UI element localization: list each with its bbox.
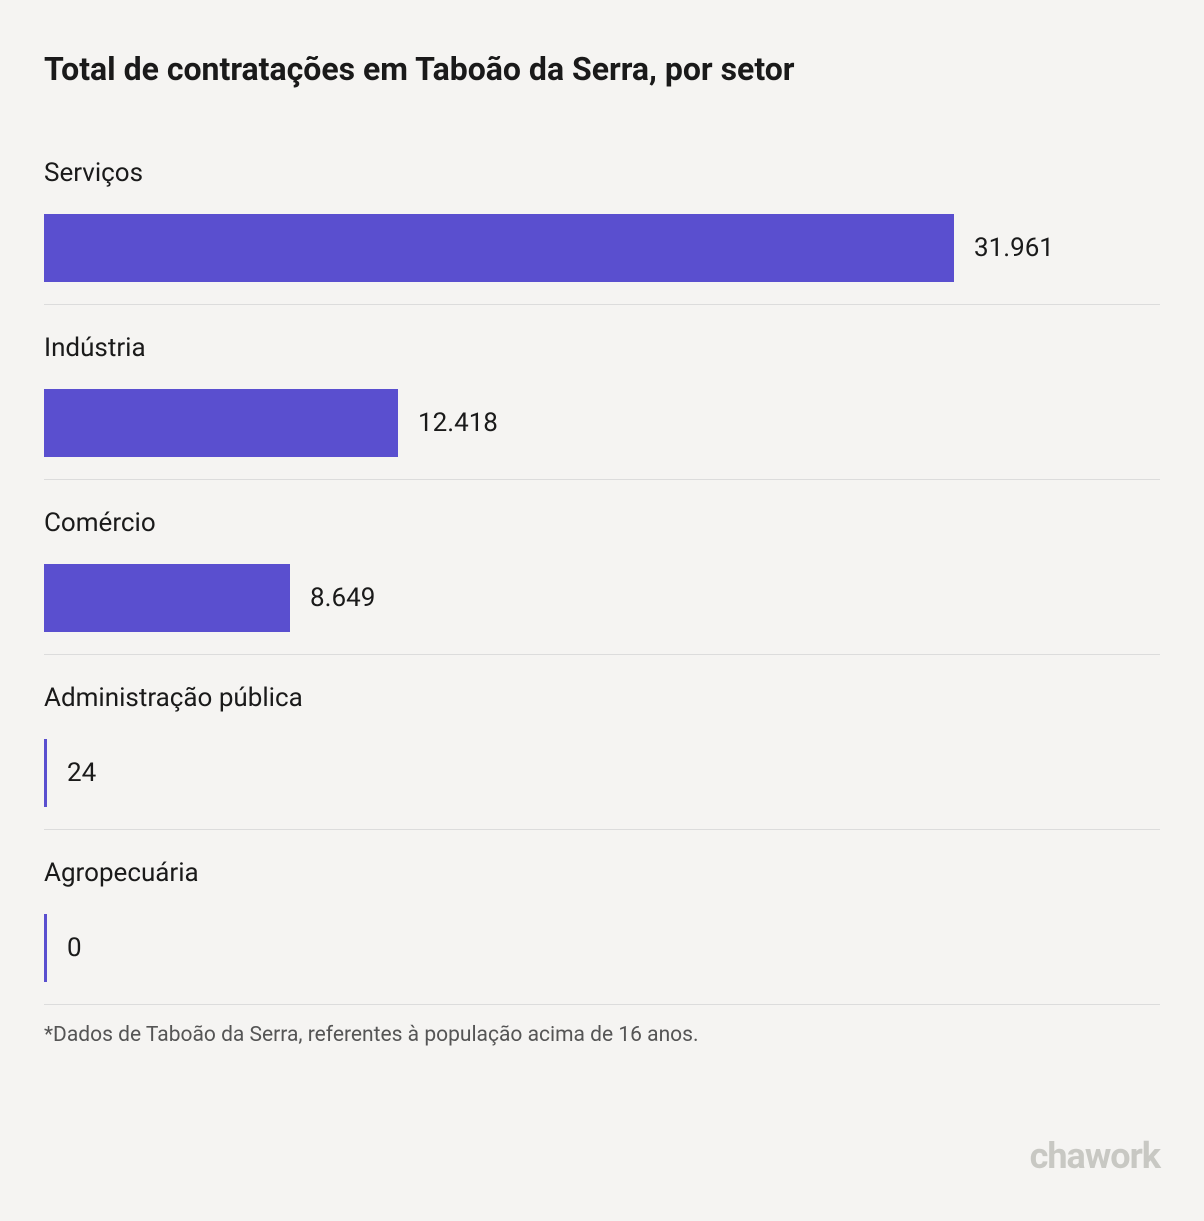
chart-footnote: *Dados de Taboão da Serra, referentes à …: [44, 1023, 1160, 1047]
bar-label: Administração pública: [44, 683, 1160, 713]
bar-fill: [44, 389, 398, 457]
bar-fill: [44, 564, 290, 632]
bar-label: Comércio: [44, 508, 1160, 538]
chart-title: Total de contratações em Taboão da Serra…: [44, 50, 1160, 88]
brand-logo: chawork: [1030, 1135, 1160, 1177]
bar-row: 0: [44, 914, 1160, 982]
bar-value: 24: [67, 758, 96, 788]
bar-fill: [44, 739, 47, 807]
bar-item: Serviços 31.961: [44, 158, 1160, 305]
bar-item: Indústria 12.418: [44, 333, 1160, 480]
bar-row: 8.649: [44, 564, 1160, 632]
bar-row: 12.418: [44, 389, 1160, 457]
bar-row: 31.961: [44, 214, 1160, 282]
bar-item: Administração pública 24: [44, 683, 1160, 830]
bar-label: Agropecuária: [44, 858, 1160, 888]
bar-value: 12.418: [418, 408, 498, 438]
bar-label: Serviços: [44, 158, 1160, 188]
bar-item: Comércio 8.649: [44, 508, 1160, 655]
bar-fill: [44, 214, 954, 282]
bar-fill: [44, 914, 47, 982]
bar-label: Indústria: [44, 333, 1160, 363]
bar-value: 31.961: [974, 233, 1054, 263]
bar-value: 8.649: [310, 583, 375, 613]
bar-item: Agropecuária 0: [44, 858, 1160, 1005]
bar-value: 0: [67, 933, 82, 963]
bars-container: Serviços 31.961 Indústria 12.418 Comércio 8.6…: [44, 158, 1160, 1005]
bar-row: 24: [44, 739, 1160, 807]
